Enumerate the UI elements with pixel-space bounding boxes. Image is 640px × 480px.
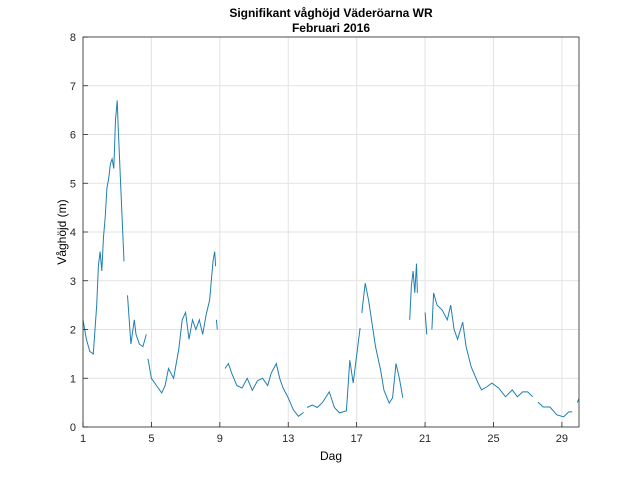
y-tick-label: 8	[70, 32, 76, 44]
x-tick-label: 5	[148, 433, 154, 445]
series-segment	[224, 362, 304, 417]
x-tick-label: 21	[419, 433, 431, 445]
series-segment	[127, 295, 147, 348]
series-segment	[431, 292, 534, 398]
series-segment	[361, 283, 404, 405]
series-segment	[82, 100, 125, 355]
y-tick-label: 5	[70, 178, 76, 190]
x-tick-label: 13	[282, 433, 294, 445]
y-axis-label: Våghöjd (m)	[55, 199, 69, 264]
series-segment	[424, 312, 428, 335]
series-segment	[306, 327, 361, 414]
x-tick-label: 1	[80, 433, 86, 445]
x-tick-label: 25	[487, 433, 499, 445]
series-segment	[537, 401, 573, 418]
x-tick-label: 17	[351, 433, 363, 445]
y-tick-label: 6	[70, 130, 76, 142]
series-segment	[409, 263, 418, 320]
chart-title: Signifikant våghöjd Väderöarna WR	[229, 6, 433, 20]
grid	[82, 36, 579, 428]
x-tick-label: 29	[556, 433, 568, 445]
y-tick-label: 2	[70, 325, 76, 337]
y-tick-label: 4	[70, 227, 76, 239]
chart-subtitle: Februari 2016	[292, 21, 370, 35]
x-tick-label: 9	[217, 433, 223, 445]
y-tick-label: 3	[70, 276, 76, 288]
x-axis-label: Dag	[320, 449, 342, 463]
series-segment	[147, 251, 217, 394]
series-segment	[215, 319, 218, 330]
series-line	[82, 100, 580, 418]
y-tick-label: 7	[70, 81, 76, 93]
y-tick-label: 1	[70, 373, 76, 385]
y-tick-label: 0	[70, 422, 76, 434]
